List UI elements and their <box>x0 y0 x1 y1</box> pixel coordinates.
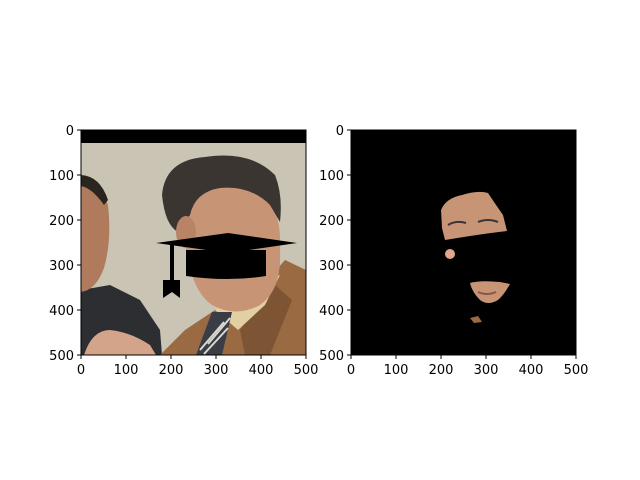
x-tick-label: 200 <box>159 363 184 378</box>
y-tick-label: 300 <box>319 259 344 274</box>
left-x-ticks: 0 100 200 300 400 500 <box>77 355 319 378</box>
x-tick-label: 200 <box>429 363 454 378</box>
y-tick-label: 300 <box>49 259 74 274</box>
x-tick-label: 100 <box>384 363 409 378</box>
x-tick-label: 400 <box>249 363 274 378</box>
right-axes-frame <box>350 129 577 356</box>
y-tick-label: 100 <box>49 169 74 184</box>
left-axes: 0 100 200 300 400 500 0 100 200 300 400 500 <box>49 124 318 378</box>
x-tick-label: 0 <box>347 363 355 378</box>
left-y-ticks: 0 100 200 300 400 500 <box>49 124 81 364</box>
y-tick-label: 0 <box>66 124 74 139</box>
left-axes-frame <box>80 129 307 356</box>
x-tick-label: 500 <box>294 363 319 378</box>
x-tick-label: 500 <box>564 363 589 378</box>
x-tick-label: 300 <box>204 363 229 378</box>
x-tick-label: 0 <box>77 363 85 378</box>
right-axes: 0 100 200 300 400 500 0 100 200 300 400 500 <box>319 124 588 378</box>
y-tick-label: 200 <box>319 214 344 229</box>
x-tick-label: 400 <box>519 363 544 378</box>
y-tick-label: 500 <box>49 349 74 364</box>
y-tick-label: 400 <box>49 304 74 319</box>
y-tick-label: 500 <box>319 349 344 364</box>
x-tick-label: 300 <box>474 363 499 378</box>
y-tick-label: 0 <box>336 124 344 139</box>
x-tick-label: 100 <box>114 363 139 378</box>
left-image <box>81 130 306 355</box>
right-y-ticks: 0 100 200 300 400 500 <box>319 124 351 364</box>
right-x-ticks: 0 100 200 300 400 500 <box>347 355 589 378</box>
y-tick-label: 100 <box>319 169 344 184</box>
y-tick-label: 200 <box>49 214 74 229</box>
right-image <box>351 130 576 355</box>
y-tick-label: 400 <box>319 304 344 319</box>
